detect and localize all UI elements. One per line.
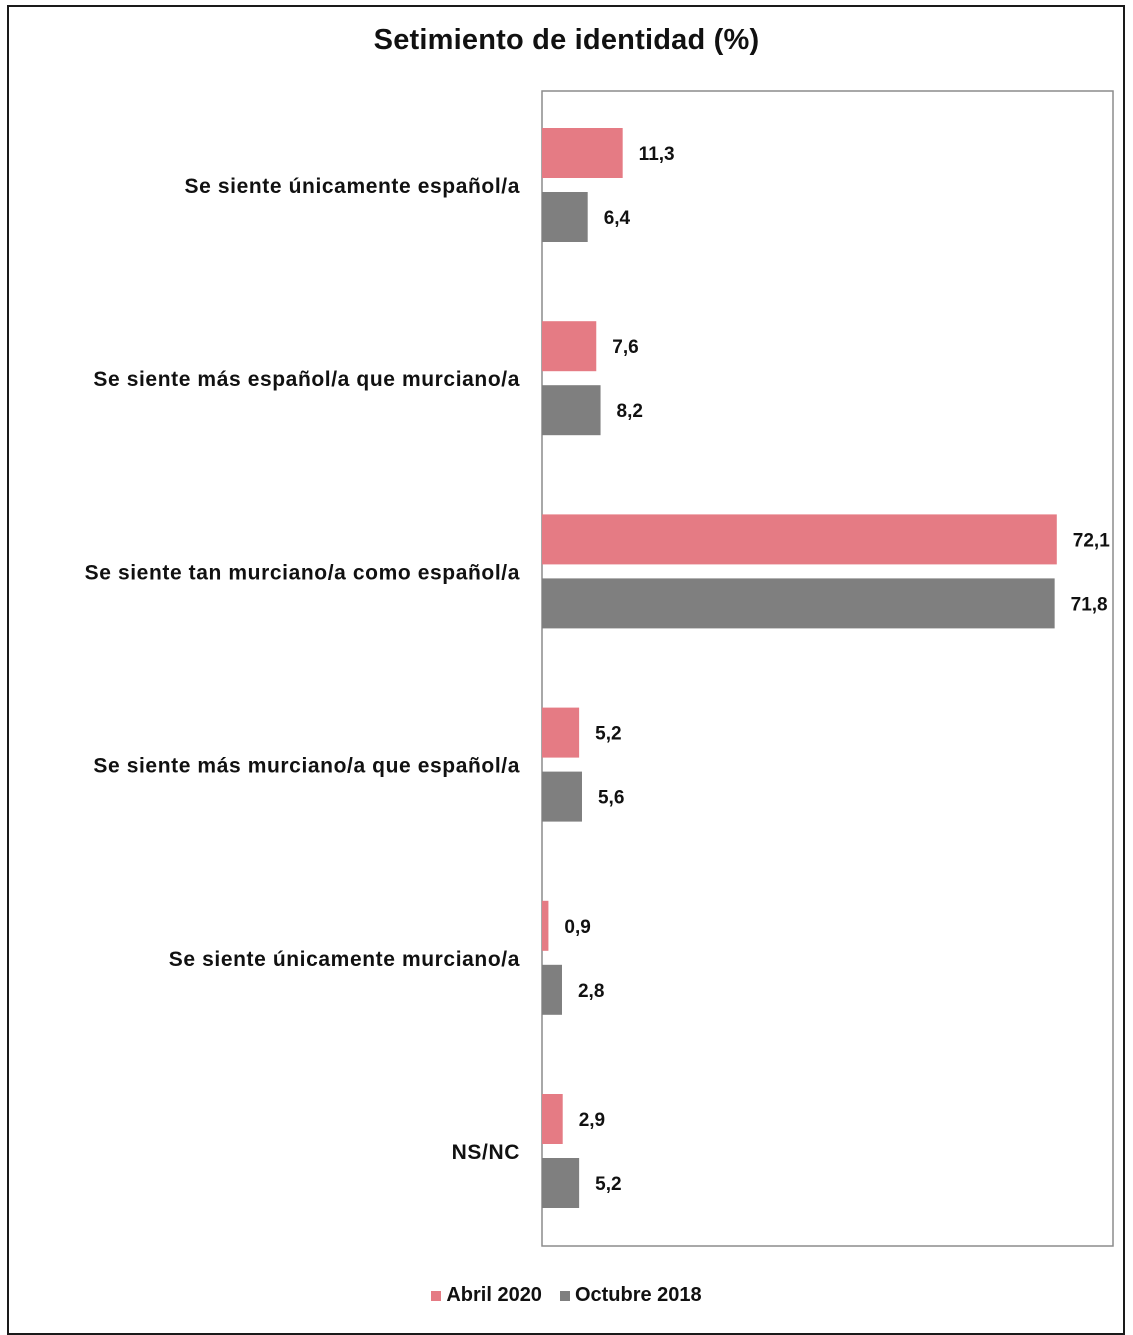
bar-octubre-2018	[542, 578, 1055, 629]
bar-octubre-2018	[542, 385, 601, 436]
legend-swatch-octubre-2018	[559, 1290, 570, 1301]
bar-abril-2020	[542, 514, 1057, 565]
legend-item-abril-2020: Abril 2020	[431, 1284, 542, 1307]
bar-abril-2020	[542, 707, 580, 758]
data-label: 5,2	[595, 724, 621, 745]
category-label: NS/NC	[452, 1141, 520, 1164]
bar-octubre-2018	[542, 1158, 580, 1208]
data-label: 6,4	[604, 208, 631, 229]
data-label: 2,9	[579, 1110, 605, 1131]
legend-item-octubre-2018: Octubre 2018	[559, 1284, 702, 1307]
data-label: 5,2	[595, 1174, 621, 1195]
data-label: 5,6	[598, 788, 624, 809]
category-label: Se siente más murciano/a que español/a	[93, 755, 520, 778]
category-label: Se siente más español/a que murciano/a	[93, 368, 520, 391]
bar-octubre-2018	[542, 964, 562, 1015]
bar-abril-2020	[542, 128, 623, 178]
bar-octubre-2018	[542, 192, 588, 242]
legend-label-abril-2020: Abril 2020	[446, 1284, 542, 1306]
bar-abril-2020	[542, 321, 597, 372]
category-label: Se siente únicamente español/a	[185, 175, 520, 198]
legend-label-octubre-2018: Octubre 2018	[574, 1284, 702, 1306]
category-label: Se siente únicamente murciano/a	[169, 948, 520, 971]
legend: Abril 2020 Octubre 2018	[0, 1284, 1133, 1307]
data-label: 0,9	[564, 917, 590, 938]
data-label: 11,3	[639, 144, 675, 165]
data-label: 7,6	[612, 337, 638, 358]
legend-swatch-abril-2020	[431, 1290, 442, 1301]
chart-title: Setimiento de identidad (%)	[373, 24, 760, 56]
data-label: 72,1	[1073, 530, 1110, 551]
data-label: 71,8	[1071, 594, 1108, 615]
bar-abril-2020	[542, 1094, 563, 1144]
data-label: 2,8	[578, 981, 604, 1002]
bar-octubre-2018	[542, 771, 582, 822]
data-label: 8,2	[617, 401, 643, 422]
bar-abril-2020	[542, 900, 549, 951]
category-label: Se siente tan murciano/a como español/a	[85, 561, 520, 584]
plot-area	[541, 90, 1114, 1247]
